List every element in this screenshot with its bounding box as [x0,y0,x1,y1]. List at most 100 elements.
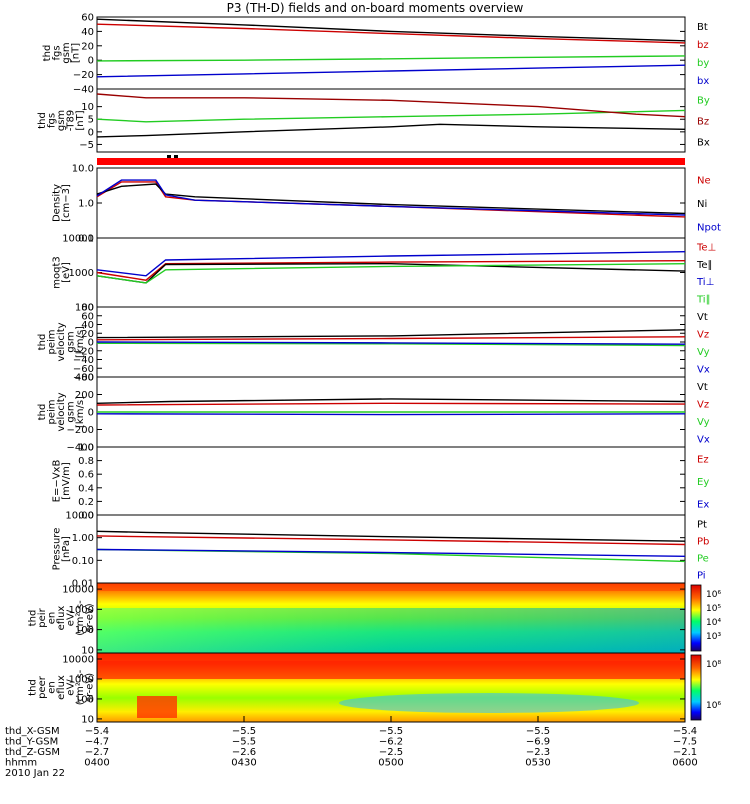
y-tick-label: −80 [73,373,94,384]
legend-Vz: Vz [697,329,709,340]
y-axis-label: [km/s] [75,326,86,358]
y-axis-label: -T89 [66,110,77,132]
xaxis-row-label: thd_Z-GSM [5,747,60,758]
xaxis-value: 0530 [525,758,550,769]
y-axis-label: peim [47,399,58,424]
series-line-Pt [96,530,686,542]
colorbar-tick-label: 10⁴ [706,618,721,628]
y-axis-label: thd [28,679,39,696]
colorbar [690,584,702,652]
colorbar-tick-label: 10³ [706,632,721,642]
y-tick-label: 0.1 [78,234,94,245]
panel-10: 10⁸ 10⁶ 10000 1000 100 10 thdpeerenefluxeV/(cm… [28,652,721,725]
y-tick-label: −20 [73,346,94,357]
y-tick-label: 5 [88,115,94,126]
y-tick-label: 40 [81,27,94,38]
legend-Bt: Bt [697,22,708,33]
series-line-Vx [96,413,686,416]
legend-bz: bz [697,40,709,51]
legend-Ne: Ne [697,176,711,187]
y-tick-label: 10000 [62,585,94,596]
y-axis-label: [cm−3] [61,184,72,222]
y-tick-label: −5 [79,140,94,151]
mode-bar [97,158,685,165]
y-axis-label: gsm [56,110,67,131]
y-tick-label: 1000 [69,605,94,616]
xaxis-row-label: thd_X-GSM [5,726,60,737]
electron-spectrogram-band [97,661,685,679]
mode-bar-mark [174,155,178,158]
y-tick-label: 40 [81,320,94,331]
panel-frame [96,514,686,584]
y-tick-label: 0 [88,408,94,419]
legend-Vt: Vt [697,382,708,393]
y-axis-label: thd [37,404,48,421]
series-line-Bx [96,123,686,138]
colorbar-tick-label: 10⁶ [706,590,721,600]
y-axis-label: eflux [56,606,67,631]
y-axis-label: fgs [47,113,58,128]
legend-Npot: Npot [697,222,721,233]
xaxis-value: −2.5 [379,747,403,758]
series-line-Vx [96,341,686,345]
xaxis-value: −6.9 [526,737,550,748]
y-axis-label: [nPa] [61,536,72,562]
y-tick-label: 0 [88,127,94,138]
xaxis-date: 2010 Jan 22 [5,768,65,779]
series-line-Ti∥ [96,263,686,284]
series-line-Vt [96,398,686,404]
y-axis-label: peer [37,675,48,699]
legend-Pi: Pi [697,571,706,582]
xaxis-value: −6.2 [379,737,403,748]
xaxis-value: 0600 [672,758,697,769]
y-tick-label: 100 [75,625,94,636]
y-tick-label: 0 [88,338,94,349]
series-line-Pi [96,548,686,557]
panel-9: 10⁶ 10⁵ 10⁴ 10³ 10000 1000 100 10 thdpeireneflux… [28,582,721,656]
y-axis-label: peir [37,607,48,627]
legend-bx: bx [697,76,709,87]
y-tick-label: 0.01 [72,579,94,590]
y-tick-label: 100 [75,694,94,705]
legend-Ti⊥: Ti⊥ [696,277,714,288]
y-tick-label: 10 [81,645,94,656]
y-tick-label: 1.0 [78,443,94,454]
y-tick-label: −40 [73,355,94,366]
xaxis-value: −7.5 [673,737,697,748]
legend-Vx: Vx [697,364,710,375]
y-tick-label: 0.8 [78,456,94,467]
y-tick-label: 1000 [69,674,94,685]
y-tick-label: 1.00 [72,533,94,544]
y-axis-label: eV/ [66,609,77,626]
xaxis-value: 0500 [378,758,403,769]
colorbar-tick-label: 10⁵ [706,604,721,614]
ion-spectrogram-overlay [97,608,685,653]
series-line-Bz [96,93,686,118]
y-axis-label: E=−VxB [51,460,62,503]
panel-frame [96,446,686,516]
y-axis-label: gsm [66,401,77,422]
y-axis-label: eV/ [66,679,77,696]
panel-frame [96,167,686,239]
legend-Pt: Pt [697,520,707,531]
y-tick-label: 0.6 [78,470,94,481]
series-line-Npot [96,179,686,216]
series-line-Te⊥ [96,260,686,281]
y-tick-label: 10000 [62,655,94,666]
legend-Ti∥: Ti∥ [696,294,711,305]
y-axis-label: thd [42,45,53,62]
legend-Pe: Pe [697,554,709,565]
y-axis-label: gsm [66,331,77,352]
xaxis-value: −4.7 [85,737,109,748]
y-axis-label: [nT] [70,43,81,63]
xaxis-value: −5.5 [526,726,550,737]
legend-By: By [697,96,710,107]
y-tick-label: 60 [81,13,94,24]
series-line-Pb [96,535,686,546]
y-tick-label: 10 [81,714,94,725]
panel-4: 10000 1000 100 moqt3[eV] Te⊥ Te∥ Ti⊥ Ti∥ [51,234,716,314]
y-tick-label: 0.4 [78,483,94,494]
y-axis-label: thd [37,112,48,129]
y-axis-label: thd [28,610,39,627]
